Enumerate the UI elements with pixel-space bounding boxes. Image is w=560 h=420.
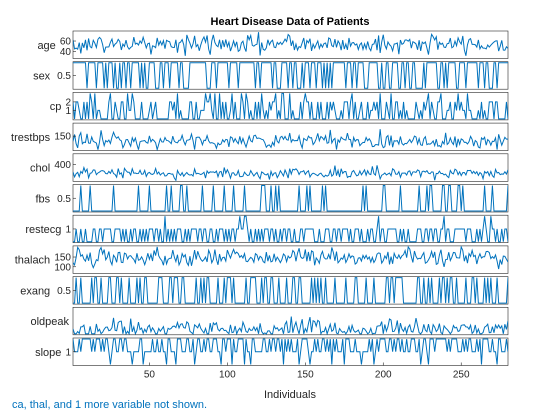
chart-title: Heart Disease Data of Patients xyxy=(211,16,370,28)
panel-frame-exang xyxy=(72,276,509,305)
y-tick-label-exang: 0.5 xyxy=(57,286,71,297)
series-line-oldpeak xyxy=(73,316,508,335)
x-tick-label: 250 xyxy=(453,370,470,381)
y-tick-label-age: 60 xyxy=(60,37,72,48)
variable-label-sex: sex xyxy=(33,70,51,82)
series-line-sex xyxy=(73,62,508,89)
series-line-chol xyxy=(73,165,508,182)
panel-chol: 400 chol xyxy=(30,153,509,182)
y-tick-label-fbs: 0.5 xyxy=(57,194,71,205)
variable-label-age: age xyxy=(37,40,55,52)
y-tick-label-restecg: 1 xyxy=(65,224,71,235)
series-line-thalach xyxy=(73,245,508,270)
x-tick-label: 100 xyxy=(219,370,236,381)
hidden-variables-note: ca, thal, and 1 more variable not shown. xyxy=(12,399,208,411)
y-tick-label-trestbps: 150 xyxy=(54,132,71,143)
panel-oldpeak: oldpeak xyxy=(30,306,509,336)
variable-label-slope: slope xyxy=(35,347,61,359)
series-line-slope xyxy=(73,338,508,365)
panel-exang: 0.5 exang xyxy=(20,276,509,305)
variable-label-exang: exang xyxy=(20,285,50,297)
series-line-restecg xyxy=(73,215,508,243)
panel-frame-fbs xyxy=(72,184,509,213)
x-tick-label: 200 xyxy=(375,370,392,381)
variable-label-chol: chol xyxy=(30,163,50,175)
series-line-cp xyxy=(73,92,508,120)
panel-restecg: 1 restecg xyxy=(25,214,509,243)
x-axis: 50 100 150 200 250 xyxy=(144,362,470,381)
series-line-exang xyxy=(73,277,508,304)
x-tick-label: 150 xyxy=(297,370,314,381)
x-axis-label: Individuals xyxy=(264,389,316,401)
y-tick-label-slope: 1 xyxy=(65,347,71,358)
plot-panels: 6040age0.5sex21cp150trestbps400chol0.5fb… xyxy=(11,30,509,366)
panel-slope: 1 slope xyxy=(35,337,509,366)
y-tick-label-age: 40 xyxy=(60,47,72,58)
variable-label-trestbps: trestbps xyxy=(11,132,51,144)
variable-label-fbs: fbs xyxy=(36,193,51,205)
y-tick-label-cp: 1 xyxy=(65,106,71,117)
panel-frame-chol xyxy=(72,153,509,182)
variable-label-cp: cp xyxy=(50,101,62,113)
y-tick-label-sex: 0.5 xyxy=(57,71,71,82)
y-tick-label-thalach: 150 xyxy=(54,253,71,264)
panel-sex: 0.5 sex xyxy=(33,61,509,90)
variable-label-restecg: restecg xyxy=(25,224,61,236)
x-tick-label: 50 xyxy=(144,370,156,381)
series-line-trestbps xyxy=(73,129,508,151)
y-tick-label-thalach: 100 xyxy=(54,262,71,273)
series-line-fbs xyxy=(73,185,508,212)
variable-label-thalach: thalach xyxy=(15,255,50,267)
variable-label-oldpeak: oldpeak xyxy=(30,316,69,328)
y-tick-label-chol: 400 xyxy=(54,160,71,171)
y-tick-label-cp: 2 xyxy=(65,97,71,108)
series-line-age xyxy=(73,32,508,56)
panel-fbs: 0.5 fbs xyxy=(36,184,509,213)
